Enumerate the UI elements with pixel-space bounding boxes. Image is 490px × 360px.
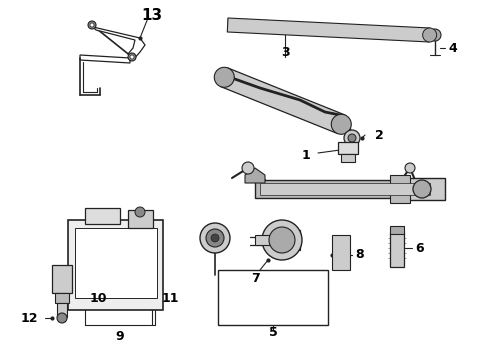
- Bar: [85, 208, 120, 224]
- Bar: [55, 293, 69, 303]
- Circle shape: [57, 313, 67, 323]
- Text: 6: 6: [415, 242, 424, 255]
- Circle shape: [405, 163, 415, 173]
- Polygon shape: [227, 18, 430, 42]
- Text: 7: 7: [250, 271, 259, 284]
- Circle shape: [130, 55, 134, 59]
- Text: 1: 1: [301, 149, 310, 162]
- Text: 12: 12: [21, 311, 38, 324]
- Circle shape: [200, 223, 230, 253]
- Bar: [400, 178, 445, 200]
- Bar: [255, 235, 270, 245]
- Bar: [341, 154, 355, 162]
- Text: 13: 13: [142, 8, 163, 23]
- Text: 9: 9: [116, 329, 124, 342]
- Bar: [390, 232, 404, 267]
- Bar: [255, 180, 435, 198]
- Circle shape: [88, 21, 96, 29]
- Polygon shape: [220, 68, 345, 134]
- Text: 2: 2: [375, 129, 384, 141]
- Circle shape: [344, 130, 360, 146]
- Circle shape: [206, 229, 224, 247]
- Circle shape: [413, 180, 431, 198]
- Bar: [75, 228, 157, 298]
- Circle shape: [269, 227, 295, 253]
- Bar: [390, 226, 404, 234]
- Bar: [218, 270, 328, 325]
- Bar: [265, 230, 300, 250]
- Circle shape: [429, 29, 441, 41]
- Bar: [57, 303, 67, 317]
- Bar: [52, 265, 72, 293]
- Polygon shape: [80, 55, 130, 63]
- Circle shape: [423, 28, 437, 42]
- Circle shape: [90, 23, 94, 27]
- Circle shape: [211, 234, 219, 242]
- Circle shape: [348, 134, 356, 142]
- Bar: [68, 220, 163, 310]
- Polygon shape: [245, 168, 265, 183]
- Text: 10: 10: [89, 292, 107, 305]
- Text: 11: 11: [162, 292, 179, 305]
- Circle shape: [214, 67, 234, 87]
- Circle shape: [262, 220, 302, 260]
- Circle shape: [242, 162, 254, 174]
- Bar: [128, 210, 153, 228]
- Bar: [332, 235, 350, 270]
- Circle shape: [135, 207, 145, 217]
- Text: 5: 5: [269, 325, 277, 338]
- Text: 4: 4: [448, 41, 457, 54]
- Bar: [260, 183, 430, 195]
- Polygon shape: [93, 27, 145, 60]
- Bar: [338, 142, 358, 154]
- Text: 8: 8: [356, 248, 364, 261]
- Circle shape: [331, 114, 351, 134]
- Circle shape: [128, 53, 136, 61]
- Bar: [390, 175, 410, 203]
- Text: 3: 3: [281, 45, 289, 59]
